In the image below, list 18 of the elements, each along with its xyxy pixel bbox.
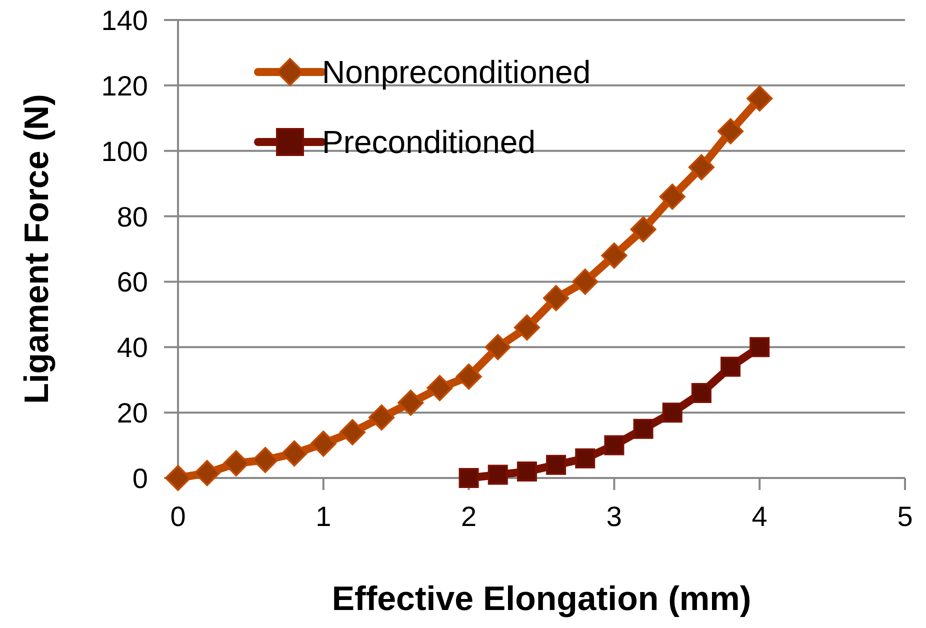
y-tick-label: 140: [101, 5, 148, 36]
x-tick-label: 2: [461, 501, 477, 532]
y-tick-label: 100: [101, 136, 148, 167]
y-axis-title: Ligament Force (N): [18, 94, 56, 404]
x-tick-label: 4: [752, 501, 768, 532]
x-tick-label: 1: [316, 501, 332, 532]
y-tick-label: 20: [116, 398, 148, 429]
y-tick-label: 40: [116, 332, 148, 364]
y-tick-label: 80: [116, 201, 148, 232]
legend-label: Nonpreconditioned: [322, 54, 591, 90]
legend-label: Preconditioned: [322, 124, 536, 160]
x-tick-label: 0: [170, 501, 186, 532]
x-tick-label: 5: [897, 501, 913, 532]
x-axis-title: Effective Elongation (mm): [332, 580, 752, 618]
y-tick-label: 60: [116, 266, 148, 298]
y-tick-label: 120: [101, 70, 148, 102]
y-tick-label: 0: [132, 463, 148, 494]
x-tick-label: 3: [606, 501, 622, 532]
